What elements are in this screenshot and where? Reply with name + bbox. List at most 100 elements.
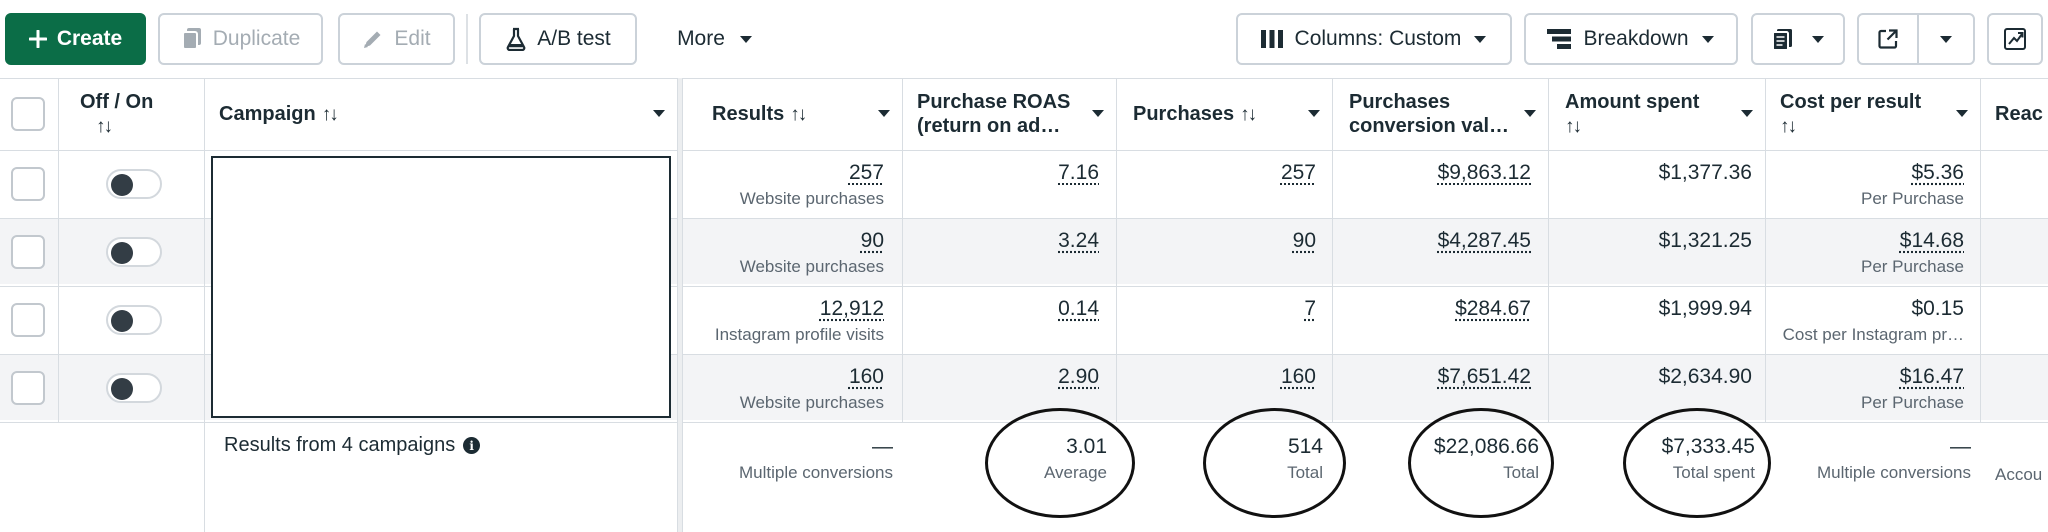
purchases-cell: 160 [1117,364,1316,390]
column-header-reach[interactable]: Reac [1981,78,2048,150]
cost-per-result-value[interactable]: $14.68 [1899,229,1964,252]
export-options-button[interactable] [1919,15,1973,63]
select-all-checkbox[interactable] [11,97,45,131]
row-checkbox[interactable] [11,303,45,337]
plus-icon [28,30,47,48]
row-checkbox[interactable] [11,371,45,405]
roas-value[interactable]: 2.90 [1058,365,1099,388]
frozen-column-divider[interactable] [677,78,683,532]
toggle-knob [111,310,133,332]
roas-value[interactable]: 0.14 [1058,297,1099,320]
cost-per-result-cell: $0.15 Cost per Instagram pr… [1766,296,1964,346]
duplicate-button[interactable]: Duplicate [158,13,323,65]
conversion-value[interactable]: $7,651.42 [1437,365,1531,388]
conversion-value-header-label: Purchases conversion val… [1349,91,1510,137]
ab-test-button[interactable]: A/B test [479,13,637,65]
grid-line [1116,78,1117,422]
row-checkbox[interactable] [11,167,45,201]
info-icon[interactable]: i [463,437,481,454]
column-header-cost-per-result[interactable]: Cost per result ↑↓ [1766,78,1980,150]
chevron-down-icon[interactable] [1956,110,1968,117]
trend-chart-icon [2004,28,2026,50]
breakdown-icon [1547,29,1572,49]
chevron-down-icon[interactable] [1308,110,1320,117]
results-value[interactable]: 90 [860,229,884,252]
export-split-button[interactable] [1857,13,1975,65]
view-charts-button[interactable] [1987,13,2043,65]
toolbar-divider [466,14,468,64]
export-button[interactable] [1859,15,1917,63]
campaign-toggle[interactable] [106,237,162,267]
results-type: Website purchases [739,257,884,276]
sort-icon[interactable]: ↑↓ [321,104,339,125]
conversion-value[interactable]: $4,287.45 [1437,229,1531,252]
column-header-results[interactable]: Results ↑↓ [684,78,902,150]
caret-down-icon [1701,35,1714,43]
roas-cell: 7.16 [903,160,1099,186]
more-dropdown[interactable]: More [660,13,770,65]
summary-cost-per-result-value: — [1950,435,1971,458]
chevron-down-icon[interactable] [653,110,665,117]
cost-per-result-header-label: Cost per result [1780,91,1922,113]
conversion-value-cell: $9,863.12 [1333,160,1531,186]
purchases-cell: 7 [1117,296,1316,322]
campaigns-table: Off / On ↑↓ Campaign ↑↓ Results ↑↓ Purchas… [0,78,2048,532]
grid-line [58,78,59,422]
results-cell: 160 Website purchases [684,364,884,414]
summary-results-type: Multiple conversions [738,463,893,482]
chevron-down-icon[interactable] [1741,110,1753,117]
sort-icon[interactable]: ↑↓ [1780,116,1797,137]
columns-dropdown[interactable]: Columns: Custom [1236,13,1512,65]
purchases-value[interactable]: 7 [1304,297,1316,320]
amount-spent-cell: $1,377.36 [1549,160,1752,186]
conversion-value[interactable]: $284.67 [1455,297,1531,320]
breakdown-dropdown[interactable]: Breakdown [1524,13,1738,65]
purchase-roas-header-label: Purchase ROAS (return on ad… [917,91,1071,137]
edit-button[interactable]: Edit [338,13,455,65]
amount-spent-cell: $1,999.94 [1549,296,1752,322]
grid-line [0,218,2048,219]
purchases-value[interactable]: 160 [1280,365,1316,388]
create-button[interactable]: Create [5,13,146,65]
sort-icon[interactable]: ↑↓ [96,116,113,137]
chevron-down-icon[interactable] [1524,110,1536,117]
results-value[interactable]: 160 [848,365,884,388]
split-divider [1917,15,1919,63]
campaign-toggle[interactable] [106,305,162,335]
sort-icon[interactable]: ↑↓ [790,104,807,125]
campaign-toggle[interactable] [106,373,162,403]
results-value[interactable]: 257 [848,161,884,184]
column-header-conversion-value[interactable]: Purchases conversion val… [1333,78,1548,150]
results-value[interactable]: 12,912 [819,297,884,320]
amount-spent-value: $1,999.94 [1658,297,1752,320]
column-header-purchase-roas[interactable]: Purchase ROAS (return on ad… [903,78,1116,150]
chevron-down-icon[interactable] [1092,110,1104,117]
conversion-value[interactable]: $9,863.12 [1437,161,1531,184]
column-header-purchases[interactable]: Purchases ↑↓ [1117,78,1332,150]
cost-per-result-value[interactable]: $16.47 [1899,365,1964,388]
roas-cell: 3.24 [903,228,1099,254]
chevron-down-icon[interactable] [878,110,890,117]
sort-icon[interactable]: ↑↓ [1240,104,1257,125]
grid-line [1765,78,1766,422]
column-header-off-on[interactable]: Off / On ↑↓ [70,78,204,150]
column-header-amount-spent[interactable]: Amount spent ↑↓ [1549,78,1765,150]
campaign-toggle[interactable] [106,169,162,199]
row-checkbox[interactable] [11,235,45,269]
reports-dropdown[interactable] [1751,13,1845,65]
caret-down-icon [1940,35,1952,43]
column-header-campaign[interactable]: Campaign ↑↓ [205,78,677,150]
cost-per-result-value[interactable]: $5.36 [1911,161,1964,184]
cost-per-result-cell: $14.68 Per Purchase [1766,228,1964,278]
edit-label: Edit [394,27,431,50]
campaign-header-label: Campaign [219,103,316,125]
sort-icon[interactable]: ↑↓ [1565,116,1582,137]
roas-value[interactable]: 7.16 [1058,161,1099,184]
amount-spent-value: $2,634.90 [1658,365,1752,388]
columns-icon [1260,30,1283,48]
summary-reach-cell: Accou [1981,462,2048,486]
purchases-value[interactable]: 257 [1280,161,1316,184]
purchases-value[interactable]: 90 [1292,229,1316,252]
roas-value[interactable]: 3.24 [1058,229,1099,252]
caret-down-icon [1812,35,1824,43]
